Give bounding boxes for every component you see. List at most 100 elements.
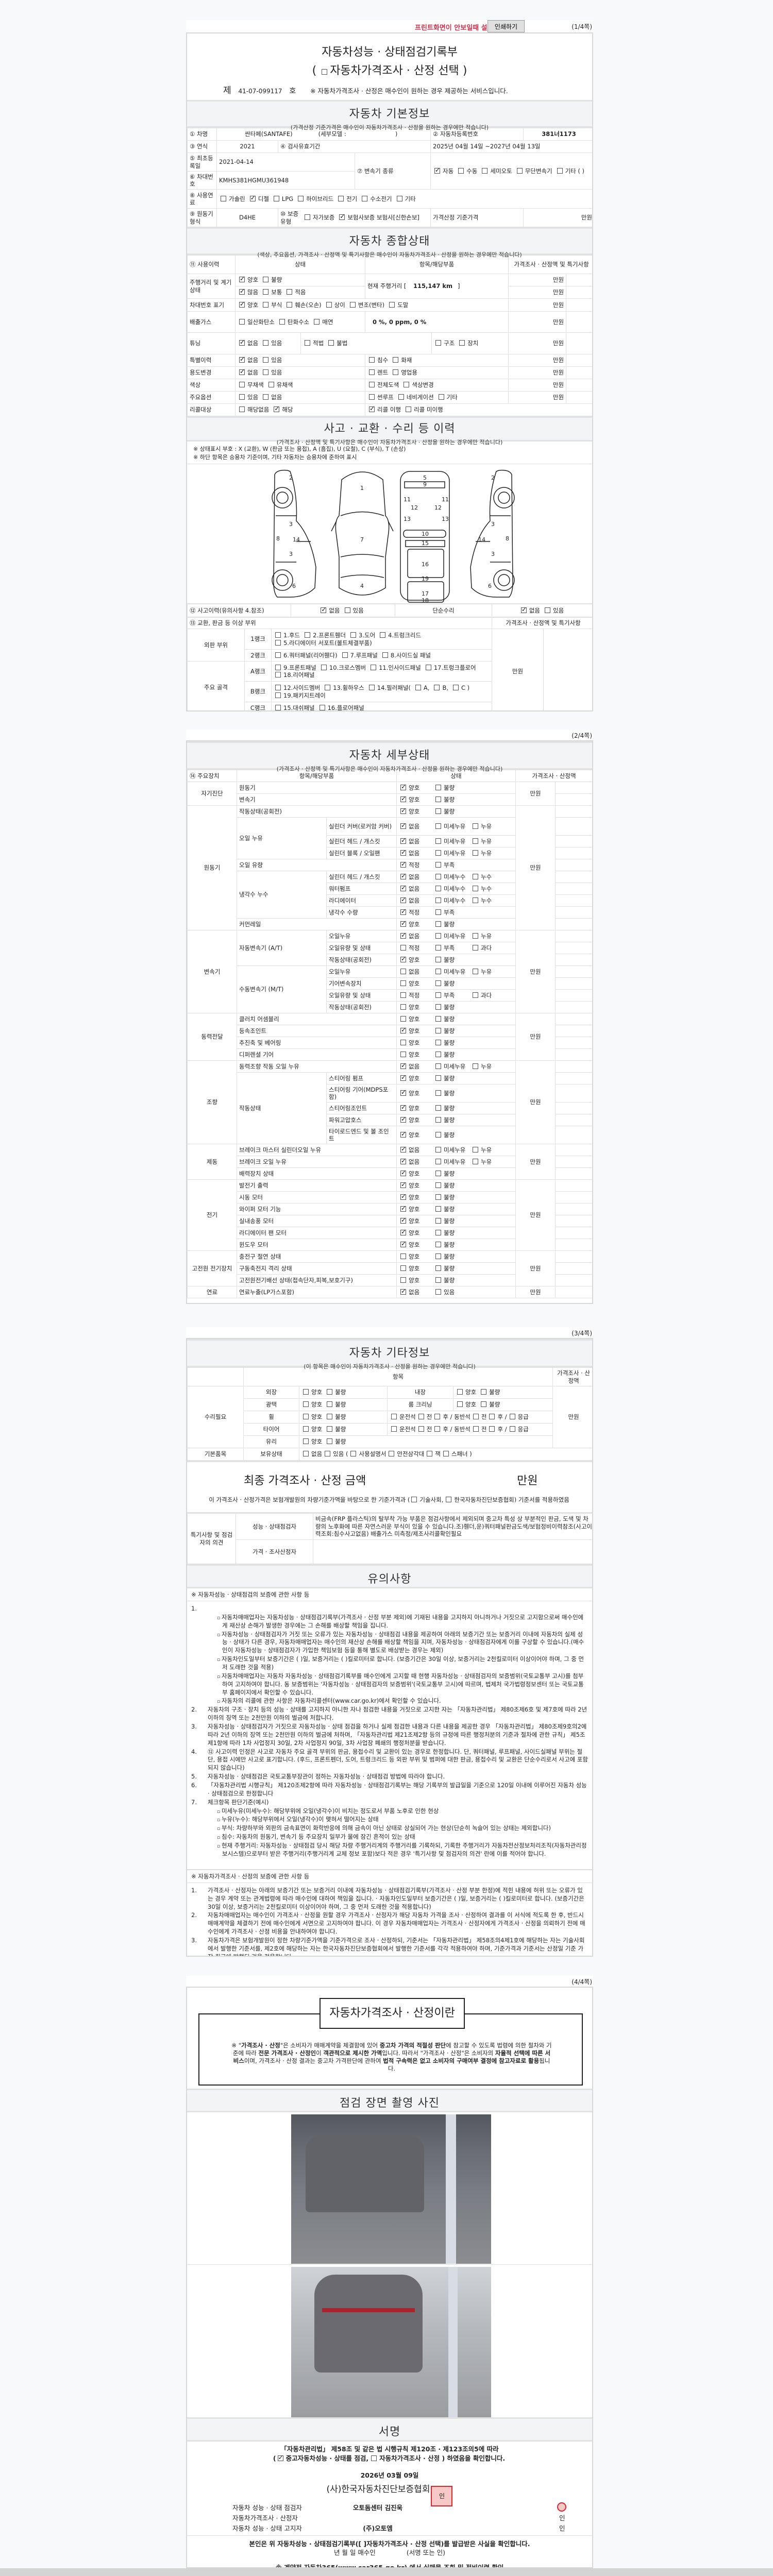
- checkbox-icon[interactable]: [380, 632, 386, 638]
- checkbox-option[interactable]: 양호: [399, 1205, 431, 1213]
- checkbox-icon[interactable]: [435, 1090, 442, 1096]
- checkbox-icon[interactable]: [473, 838, 479, 844]
- checkbox-icon[interactable]: [435, 1146, 442, 1153]
- checked-box-icon[interactable]: [400, 931, 406, 939]
- checkbox-icon[interactable]: [371, 664, 377, 670]
- checkbox-icon[interactable]: [435, 992, 442, 998]
- checkbox-option[interactable]: 미세누유: [434, 823, 466, 830]
- checkbox-option[interactable]: 사용설명서: [349, 1450, 386, 1458]
- checkbox-icon[interactable]: [400, 1051, 407, 1057]
- checkbox-icon[interactable]: [368, 685, 375, 691]
- checkbox-option[interactable]: B,: [432, 684, 448, 691]
- checkbox-option[interactable]: 18.리어패널: [274, 671, 315, 679]
- checkbox-icon[interactable]: [239, 382, 245, 388]
- checkbox-option[interactable]: 양호: [399, 1015, 431, 1023]
- checkbox-option[interactable]: 중고자동차성능 · 상태를 점검,: [276, 2453, 368, 2463]
- checkbox-icon[interactable]: [435, 1075, 442, 1081]
- checked-box-icon[interactable]: [400, 837, 406, 844]
- checkbox-option[interactable]: 미세누유: [434, 1063, 466, 1070]
- checked-box-icon[interactable]: [239, 287, 245, 295]
- checkbox-option[interactable]: 양호: [399, 1193, 431, 1201]
- checkbox-option[interactable]: 누유: [471, 1063, 503, 1070]
- checkbox-option[interactable]: 양호: [399, 1265, 431, 1272]
- checkbox-icon[interactable]: [473, 933, 479, 939]
- checkbox-option[interactable]: 썬루프: [367, 394, 394, 401]
- checkbox-icon[interactable]: [435, 921, 442, 927]
- checkbox-option[interactable]: 양호: [301, 1438, 322, 1445]
- checkbox-icon[interactable]: [435, 873, 442, 879]
- checkbox-option[interactable]: 3.도어: [349, 632, 375, 639]
- checkbox-option[interactable]: 불량: [261, 276, 282, 283]
- checkbox-icon[interactable]: [287, 301, 293, 308]
- checked-box-icon[interactable]: [400, 1115, 406, 1123]
- checkbox-option[interactable]: 전: [417, 1413, 432, 1420]
- checkbox-option[interactable]: 있음: [261, 340, 282, 347]
- checkbox-icon[interactable]: [400, 1039, 407, 1045]
- checkbox-icon[interactable]: [473, 968, 479, 974]
- checkbox-option[interactable]: 있음 (: [323, 1450, 348, 1458]
- checkbox-option[interactable]: 양호: [399, 1130, 431, 1139]
- checkbox-icon[interactable]: [435, 1063, 442, 1069]
- checkbox-option[interactable]: 적정: [399, 908, 431, 916]
- checkbox-option[interactable]: 기타: [437, 394, 458, 401]
- checked-box-icon[interactable]: [400, 807, 406, 815]
- checked-box-icon[interactable]: [400, 1205, 406, 1212]
- checkbox-icon[interactable]: [314, 318, 320, 325]
- checkbox-option[interactable]: 없음: [399, 968, 431, 975]
- checkbox-option[interactable]: 없음: [399, 1145, 431, 1154]
- checkbox-option[interactable]: 12.사이드멤버: [274, 684, 320, 691]
- checkbox-icon[interactable]: [435, 1229, 442, 1235]
- checkbox-icon[interactable]: [369, 357, 375, 363]
- checkbox-icon[interactable]: [435, 850, 442, 856]
- checkbox-option[interactable]: 양호: [399, 1089, 431, 1097]
- checkbox-option[interactable]: 리콜 미이행: [404, 406, 443, 413]
- checkbox-option[interactable]: 매연: [312, 318, 333, 326]
- checkbox-option[interactable]: 불량: [434, 784, 466, 791]
- checkbox-icon[interactable]: [393, 369, 399, 376]
- checkbox-icon[interactable]: [298, 195, 304, 201]
- checkbox-option[interactable]: 미세누수: [434, 897, 466, 904]
- checkbox-option[interactable]: 전: [472, 1426, 486, 1433]
- checkbox-icon[interactable]: [435, 1241, 442, 1247]
- checkbox-icon[interactable]: [275, 652, 281, 658]
- checkbox-option[interactable]: 누수: [471, 897, 503, 904]
- checkbox-option[interactable]: 스패너 ): [442, 1450, 472, 1458]
- checkbox-option[interactable]: 양호: [399, 1074, 431, 1082]
- checkbox-option[interactable]: 해당: [272, 405, 293, 413]
- checkbox-option[interactable]: 불량: [434, 1004, 466, 1011]
- checkbox-option[interactable]: 있음: [343, 607, 364, 614]
- checkbox-icon[interactable]: [435, 1253, 442, 1259]
- checkbox-icon[interactable]: [327, 1438, 333, 1445]
- checked-box-icon[interactable]: [400, 920, 406, 927]
- checkbox-icon[interactable]: [473, 850, 479, 856]
- checkbox-option[interactable]: 양호: [399, 1104, 431, 1112]
- checkbox-option[interactable]: 미세누유: [434, 1158, 466, 1165]
- checkbox-option[interactable]: 적정: [399, 944, 431, 952]
- checkbox-option[interactable]: 양호: [399, 1253, 431, 1260]
- checkbox-icon[interactable]: [457, 1389, 463, 1395]
- checkbox-icon[interactable]: [398, 394, 404, 400]
- checkbox-option[interactable]: 불량: [434, 1090, 466, 1097]
- checkbox-option[interactable]: 불량: [434, 1194, 466, 1201]
- checkbox-icon[interactable]: [435, 1289, 442, 1295]
- checkbox-option[interactable]: 도말: [388, 301, 408, 309]
- checkbox-icon[interactable]: [481, 1389, 487, 1395]
- checkbox-icon[interactable]: [435, 1039, 442, 1045]
- checkbox-icon[interactable]: [279, 318, 285, 325]
- checkbox-icon[interactable]: [273, 195, 279, 201]
- checkbox-option[interactable]: 19.패키지트레이: [274, 692, 326, 699]
- checkbox-option[interactable]: 14.필러패널(: [367, 684, 411, 691]
- checked-box-icon[interactable]: [400, 908, 406, 916]
- checked-box-icon[interactable]: [369, 405, 375, 413]
- checkbox-option[interactable]: 불량: [325, 1426, 346, 1433]
- checkbox-icon[interactable]: [400, 992, 407, 998]
- checkbox-option[interactable]: 불량: [434, 1253, 466, 1260]
- checkbox-icon[interactable]: [418, 1414, 424, 1420]
- checkbox-option[interactable]: 해당없음: [238, 406, 269, 413]
- checked-box-icon[interactable]: [400, 849, 406, 856]
- checkbox-icon[interactable]: [326, 301, 332, 308]
- checkbox-option[interactable]: 화재: [391, 357, 412, 364]
- checkbox-option[interactable]: 양호: [399, 1051, 431, 1058]
- checkbox-icon[interactable]: [327, 1401, 333, 1408]
- checkbox-option[interactable]: 상이: [325, 301, 345, 309]
